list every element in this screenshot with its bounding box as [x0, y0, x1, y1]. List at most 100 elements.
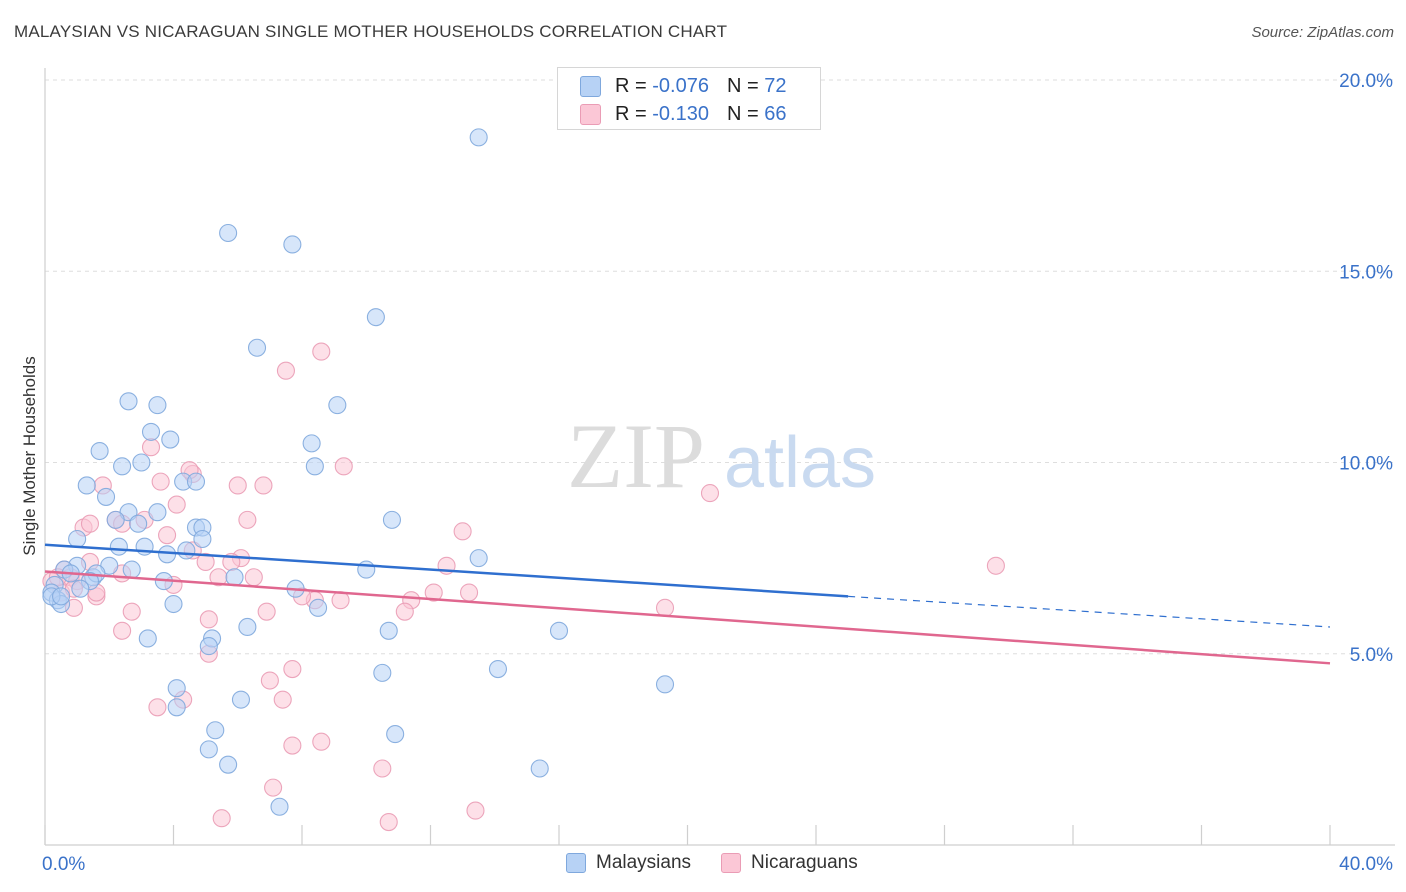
legend-swatch-blue [566, 853, 586, 873]
legend-r-value: -0.076 [652, 75, 709, 97]
malaysians-point [379, 621, 398, 640]
correlation-legend: R = -0.076 N = 72 R = -0.130 N = 66 [557, 67, 821, 130]
legend-n-label: N = [726, 103, 759, 125]
nicaraguans-point [196, 552, 215, 572]
malaysians-point [161, 430, 180, 449]
malaysians-point [106, 510, 125, 529]
malaysians-point [219, 755, 238, 774]
malaysians-point [148, 396, 167, 415]
nicaraguans-point [276, 361, 295, 380]
nicaraguans-point [453, 522, 472, 541]
nicaraguans-point [228, 476, 247, 495]
y-tick-label: 5.0% [1350, 645, 1393, 666]
nicaraguans-point [283, 736, 302, 755]
malaysians-point [238, 617, 257, 637]
malaysians-point [113, 457, 132, 476]
malaysians-point [386, 725, 405, 744]
malaysians-point [52, 587, 71, 606]
x-tick-label: 0.0% [42, 854, 85, 875]
malaysians-point [164, 594, 183, 614]
malaysians-point [357, 560, 376, 579]
legend-r-label: R = [615, 103, 647, 125]
malaysians-point [225, 568, 244, 587]
malaysians-point [283, 235, 302, 254]
nicaraguans-point [334, 457, 353, 476]
legend-swatch-pink [721, 853, 742, 873]
nicaraguans-point [199, 610, 218, 629]
malaysians-point [167, 679, 186, 698]
tick-labels: 5.0% 10.0% 15.0% 20.0% 0.0% 40.0% [42, 71, 1393, 875]
malaysians-point [309, 598, 328, 617]
y-tick-label: 15.0% [1339, 262, 1393, 283]
nicaraguans-point [113, 621, 132, 640]
malaysians-point [302, 434, 321, 453]
malaysians-point [68, 529, 87, 549]
malaysians-point [270, 797, 289, 816]
nicaraguans-point [212, 809, 231, 828]
nicaraguans-point [122, 602, 141, 621]
malaysians-point [488, 659, 508, 679]
malaysians-point [148, 503, 167, 522]
malaysians-point [193, 529, 212, 549]
nicaraguans-point [273, 690, 292, 709]
trend-lines [44, 543, 1331, 665]
nicaraguans-point [238, 510, 257, 529]
chart-title: MALAYSIAN VS NICARAGUAN SINGLE MOTHER HO… [14, 22, 728, 41]
nicaraguans-point [312, 732, 331, 751]
nicaraguans-points [42, 342, 1005, 832]
nicaraguans-point [158, 526, 177, 545]
nicaraguans-point [151, 472, 170, 491]
legend-n-value: 66 [764, 103, 787, 125]
malaysians-point [177, 541, 196, 560]
malaysians-point [96, 487, 116, 506]
malaysians-trend-extension [848, 595, 1331, 628]
malaysians-point [71, 579, 90, 598]
nicaraguans-point [379, 812, 398, 832]
nicaraguans-point [655, 598, 675, 617]
malaysians-point [373, 663, 392, 682]
malaysians-point [77, 476, 96, 495]
watermark-atlas: atlas [724, 423, 876, 503]
legend-r-value: -0.130 [652, 103, 709, 125]
malaysians-point [549, 621, 569, 640]
malaysians-point [138, 629, 157, 648]
nicaraguans-point [80, 514, 100, 533]
malaysians-point [366, 308, 385, 327]
malaysians-point [469, 549, 488, 568]
malaysians-point [186, 472, 206, 491]
malaysians-point [219, 223, 238, 243]
watermark-zip: ZIP [567, 405, 705, 507]
legend-swatch-blue [580, 76, 601, 97]
nicaraguans-point [254, 476, 273, 495]
nicaraguans-point [700, 484, 720, 503]
x-tick-label: 40.0% [1339, 854, 1393, 875]
legend-label-malaysians: Malaysians [596, 852, 692, 873]
series-legend: Malaysians Nicaraguans [566, 852, 888, 874]
malaysians-point [231, 690, 251, 709]
gridlines [45, 79, 1395, 655]
nicaraguans-point [264, 778, 283, 797]
legend-swatch-pink [580, 104, 601, 125]
y-tick-label: 10.0% [1339, 454, 1393, 475]
nicaraguans-point [312, 342, 331, 361]
nicaraguans-point [424, 583, 443, 602]
nicaraguans-point [244, 568, 263, 587]
legend-item-malaysians[interactable]: Malaysians [566, 852, 691, 874]
nicaraguans-point [141, 438, 161, 457]
malaysians-point [655, 675, 675, 694]
nicaraguans-point [373, 759, 392, 778]
malaysians-point [167, 698, 186, 717]
malaysians-point [141, 422, 161, 441]
nicaraguans-point [395, 602, 414, 621]
legend-item-nicaraguans[interactable]: Nicaraguans [721, 852, 858, 874]
legend-n-value: 72 [764, 75, 787, 97]
nicaraguans-point [466, 801, 485, 820]
malaysians-point [132, 453, 151, 472]
legend-row-nicaraguans: R = -0.130 N = 66 [580, 103, 786, 126]
malaysians-point [328, 396, 347, 415]
malaysians-point [469, 128, 488, 147]
legend-row-malaysians: R = -0.076 N = 72 [580, 75, 786, 98]
malaysians-point [247, 338, 267, 357]
axes [44, 68, 1395, 846]
malaysians-trend-line [44, 543, 849, 598]
